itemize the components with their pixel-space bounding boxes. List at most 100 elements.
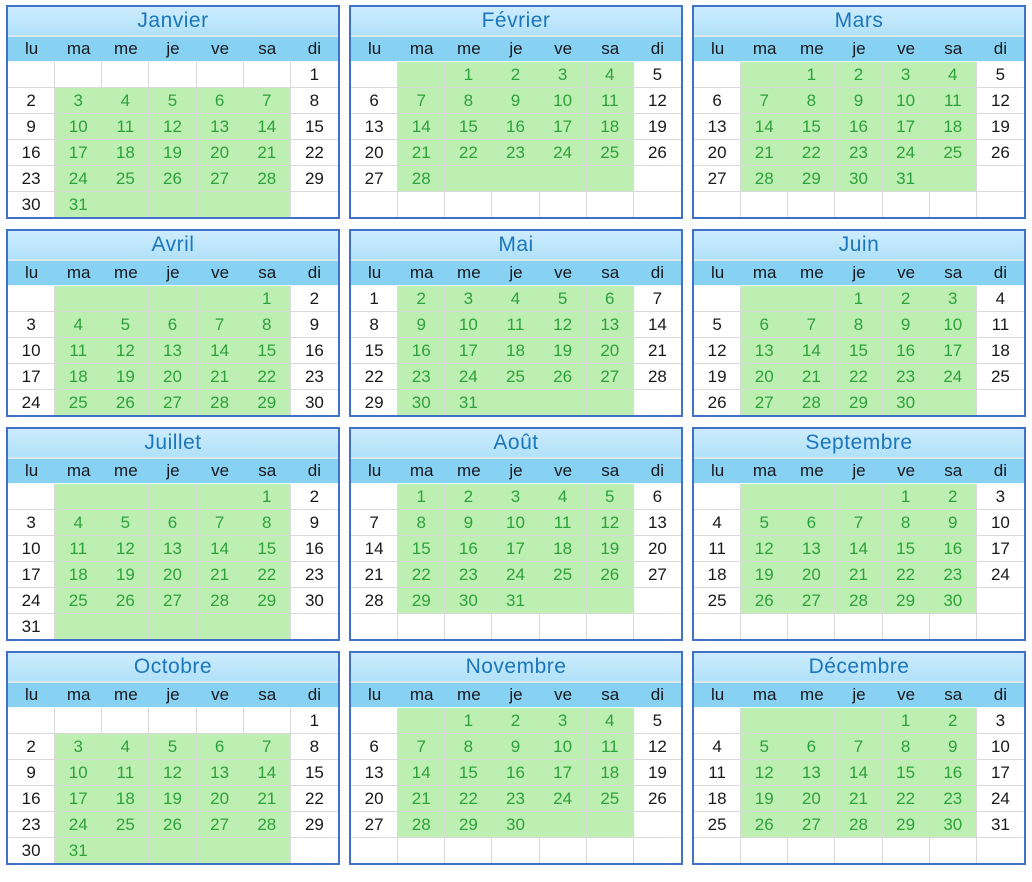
- date-cell: 21: [835, 562, 883, 588]
- date-cell: 8: [351, 312, 399, 338]
- date-cell: 28: [196, 390, 244, 415]
- weekday-header-di: di: [307, 685, 322, 704]
- date-cell: 16: [835, 114, 883, 140]
- empty-cell: [788, 192, 836, 217]
- weekday-header-ma: ma: [66, 461, 91, 480]
- weekday-header-ma: ma: [752, 461, 777, 480]
- date-cell: 18: [694, 786, 742, 812]
- weeks-grid: 1 2 3 4 5 6 7 8 9 10 11 12 13 14 15 16 17 18 19 20 21 22 23 24 2…: [8, 484, 338, 639]
- empty-cell: [929, 166, 977, 192]
- weekday-header-ve: ve: [554, 685, 573, 704]
- date-cell: 11: [55, 536, 103, 562]
- empty-cell: [586, 390, 634, 415]
- weekday-header-lu: lu: [710, 263, 725, 282]
- weekday-header-sa: sa: [944, 263, 963, 282]
- weekday-header-sa: sa: [601, 685, 620, 704]
- date-cell: 16: [290, 338, 338, 364]
- week-row: 10 11 12 13 14 15 16: [8, 338, 338, 364]
- empty-cell: [587, 614, 634, 639]
- weekday-header-row: lu ma me je ve sa di: [694, 459, 1024, 484]
- date-cell: 7: [741, 88, 789, 114]
- empty-cell: [351, 614, 399, 639]
- week-row: 18 19 20 21 22 23 24: [694, 786, 1024, 812]
- weekday-header-row: lu ma me je ve sa di: [8, 261, 338, 286]
- week-row: 30 31: [8, 192, 338, 217]
- weekday-header-di: di: [307, 263, 322, 282]
- empty-cell: [977, 192, 1024, 217]
- empty-cell: [102, 286, 150, 312]
- date-cell: 30: [304, 393, 324, 412]
- date-cell: 19: [633, 114, 681, 140]
- empty-cell: [196, 614, 244, 639]
- date-cell: 3: [539, 62, 587, 88]
- date-cell: 13: [149, 536, 197, 562]
- date-cell: 22: [788, 140, 836, 166]
- weeks-grid: 1 2 3 4 5 6 7 8 9 10 11 12 13 14 15 16 17 18 19 20 21 22 23 24 2…: [351, 286, 681, 415]
- date-cell: 26: [149, 812, 197, 838]
- date-cell: 7: [196, 312, 244, 338]
- date-cell: 3: [976, 708, 1024, 734]
- weekday-header-sa: sa: [258, 39, 277, 58]
- empty-cell: [243, 614, 291, 639]
- weekday-header-ve: ve: [897, 263, 916, 282]
- date-cell: 29: [445, 812, 493, 838]
- date-cell: 26: [976, 140, 1024, 166]
- empty-cell: [8, 62, 56, 88]
- empty-cell: [835, 838, 883, 863]
- weekday-header-row: lu ma me je ve sa di: [351, 261, 681, 286]
- month-title: Décembre: [694, 653, 1024, 683]
- date-cell: 4: [586, 62, 634, 88]
- date-cell: 26: [633, 786, 681, 812]
- weekday-header-me: me: [800, 461, 824, 480]
- date-cell: 15: [243, 338, 291, 364]
- month-title: Juillet: [8, 429, 338, 459]
- empty-cell: [196, 62, 244, 88]
- date-cell: 22: [351, 364, 399, 390]
- weekday-header-je: je: [852, 461, 866, 480]
- week-row: 13 14 15 16 17 18 19: [694, 114, 1024, 140]
- date-cell: 12: [102, 338, 150, 364]
- date-cell: 17: [539, 114, 587, 140]
- date-cell: 31: [976, 812, 1024, 838]
- weekday-header-ve: ve: [554, 461, 573, 480]
- date-cell: 20: [351, 786, 399, 812]
- date-cell: 17: [976, 536, 1024, 562]
- date-cell: 17: [929, 338, 977, 364]
- date-cell: 4: [55, 510, 103, 536]
- date-cell: 28: [243, 812, 291, 838]
- weekday-header-row: lu ma me je ve sa di: [694, 683, 1024, 708]
- weekday-header-sa: sa: [944, 461, 963, 480]
- week-row: 12 13 14 15 16 17 18: [694, 338, 1024, 364]
- date-cell: 29: [788, 166, 836, 192]
- date-cell: 9: [398, 312, 446, 338]
- date-cell: 11: [586, 734, 634, 760]
- weekday-header-je: je: [509, 263, 523, 282]
- date-cell: 9: [290, 312, 338, 338]
- date-cell: 20: [196, 786, 244, 812]
- date-cell: 21: [196, 562, 244, 588]
- date-cell: 25: [102, 166, 150, 192]
- date-cell: 3: [929, 286, 977, 312]
- weekday-header-sa: sa: [601, 263, 620, 282]
- date-cell: 21: [196, 364, 244, 390]
- date-cell: 24: [976, 786, 1024, 812]
- date-cell: 11: [694, 536, 742, 562]
- date-cell: 3: [8, 312, 56, 338]
- date-cell: 9: [835, 88, 883, 114]
- weekday-header-sa: sa: [258, 685, 277, 704]
- weekday-header-ve: ve: [897, 39, 916, 58]
- date-cell: 18: [102, 786, 150, 812]
- week-row: [351, 192, 681, 217]
- empty-cell: [445, 614, 493, 639]
- date-cell: 16: [8, 786, 56, 812]
- date-cell: 31: [445, 390, 493, 415]
- week-row: 7 8 9 10 11 12 13: [351, 510, 681, 536]
- date-cell: 19: [976, 114, 1024, 140]
- date-cell: 4: [55, 312, 103, 338]
- weekday-header-ma: ma: [66, 685, 91, 704]
- date-cell: 19: [149, 786, 197, 812]
- date-cell: 13: [196, 114, 244, 140]
